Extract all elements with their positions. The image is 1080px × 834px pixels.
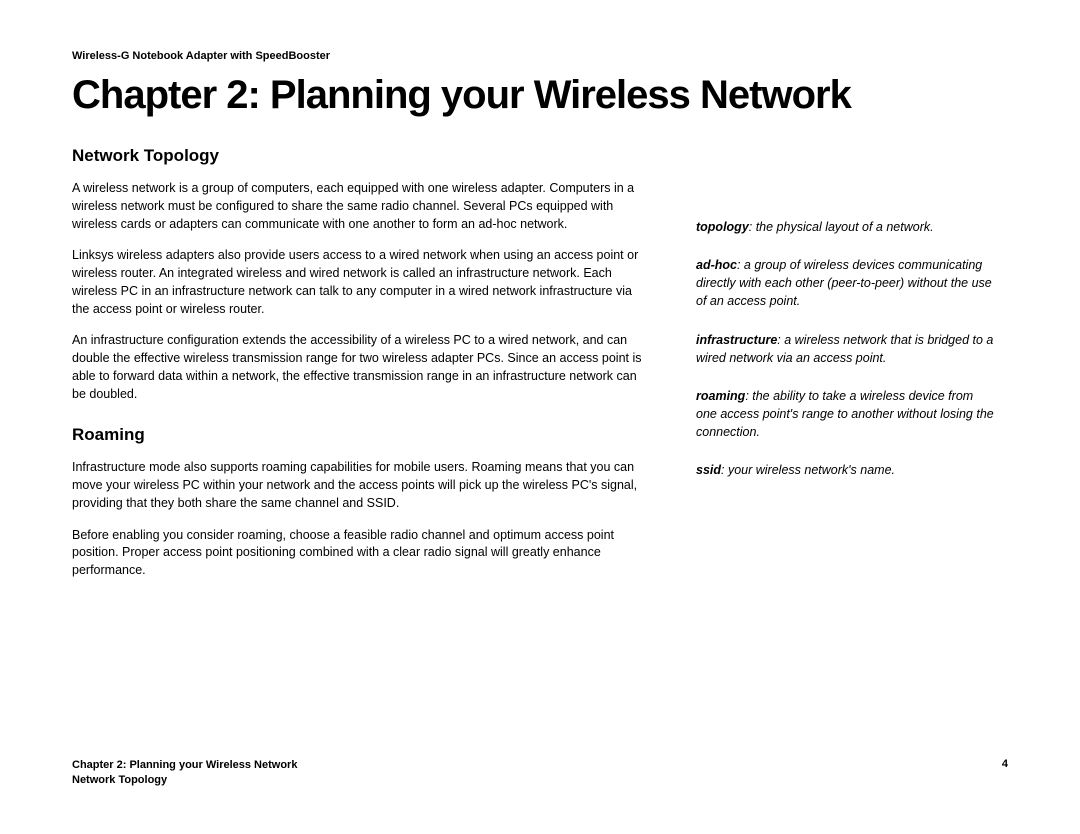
glossary-term: topology: [696, 220, 749, 234]
glossary-item-infrastructure: infrastructure: a wireless network that …: [696, 331, 996, 367]
glossary-term: roaming: [696, 389, 745, 403]
paragraph: A wireless network is a group of compute…: [72, 180, 652, 233]
paragraph: Before enabling you consider roaming, ch…: [72, 527, 652, 580]
content-wrap: Network Topology A wireless network is a…: [72, 146, 1008, 594]
main-column: Network Topology A wireless network is a…: [72, 146, 652, 594]
glossary-item-roaming: roaming: the ability to take a wireless …: [696, 387, 996, 441]
section-heading-roaming: Roaming: [72, 425, 652, 445]
glossary-item-topology: topology: the physical layout of a netwo…: [696, 218, 996, 236]
product-header: Wireless-G Notebook Adapter with SpeedBo…: [72, 50, 1008, 62]
page-footer: Chapter 2: Planning your Wireless Networ…: [72, 758, 1008, 788]
paragraph: Infrastructure mode also supports roamin…: [72, 459, 652, 512]
glossary-term: ad-hoc: [696, 258, 737, 272]
glossary-item-ssid: ssid: your wireless network's name.: [696, 461, 996, 479]
chapter-title: Chapter 2: Planning your Wireless Networ…: [72, 74, 1008, 116]
footer-page-number: 4: [1002, 758, 1008, 770]
glossary-term: ssid: [696, 463, 721, 477]
glossary-column: topology: the physical layout of a netwo…: [696, 146, 996, 594]
paragraph: Linksys wireless adapters also provide u…: [72, 247, 652, 318]
section-heading-topology: Network Topology: [72, 146, 652, 166]
glossary-def: : the physical layout of a network.: [749, 220, 934, 234]
paragraph: An infrastructure configuration extends …: [72, 332, 652, 403]
footer-chapter: Chapter 2: Planning your Wireless Networ…: [72, 758, 297, 773]
footer-left: Chapter 2: Planning your Wireless Networ…: [72, 758, 297, 788]
footer-section: Network Topology: [72, 773, 297, 788]
glossary-term: infrastructure: [696, 333, 777, 347]
glossary-item-adhoc: ad-hoc: a group of wireless devices comm…: [696, 256, 996, 310]
glossary-def: : a group of wireless devices communicat…: [696, 258, 992, 308]
glossary-def: : your wireless network's name.: [721, 463, 895, 477]
